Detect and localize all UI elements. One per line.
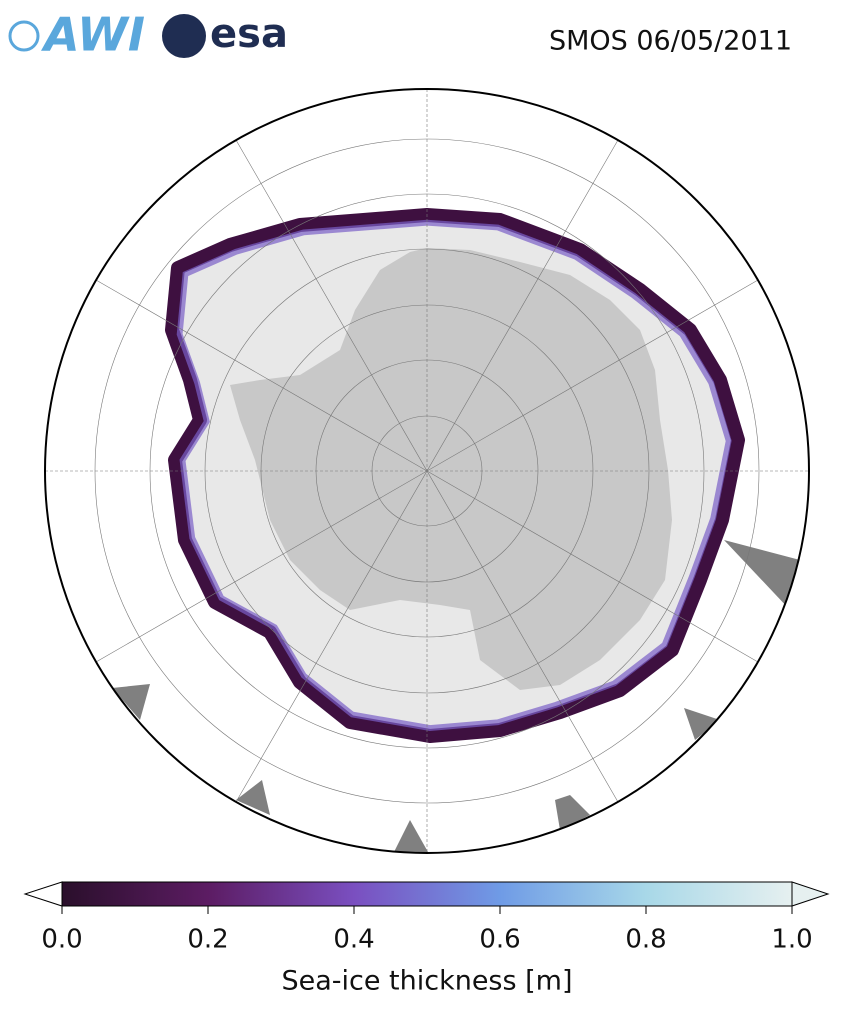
map-frame <box>44 88 810 854</box>
colorbar-label: Sea-ice thickness [m] <box>281 966 572 997</box>
colorbar-extend-under <box>23 881 63 907</box>
map-title: SMOS 06/05/2011 <box>549 26 792 57</box>
colorbar-tick-label: 0.0 <box>41 925 82 955</box>
map <box>45 89 809 853</box>
logo-awi: AWI <box>8 8 145 62</box>
colorbar-tick-label: 0.6 <box>479 925 520 955</box>
logo-text: esa <box>210 11 288 57</box>
colorbar-tick-label: 0.2 <box>187 925 228 955</box>
colorbar-extend-over <box>791 881 830 907</box>
colorbar-body <box>61 881 793 907</box>
logo-esa: esa <box>162 11 288 58</box>
logo-text: AWI <box>41 8 145 62</box>
colorbar-tick-label: 0.8 <box>625 925 666 955</box>
colorbar-tick-label: 1.0 <box>771 925 812 955</box>
colorbar: Sea-ice thickness [m] 0.0 0.2 0.4 0.6 0.8 1.0 <box>23 881 830 997</box>
colorbar-tick-label: 0.4 <box>333 925 374 955</box>
